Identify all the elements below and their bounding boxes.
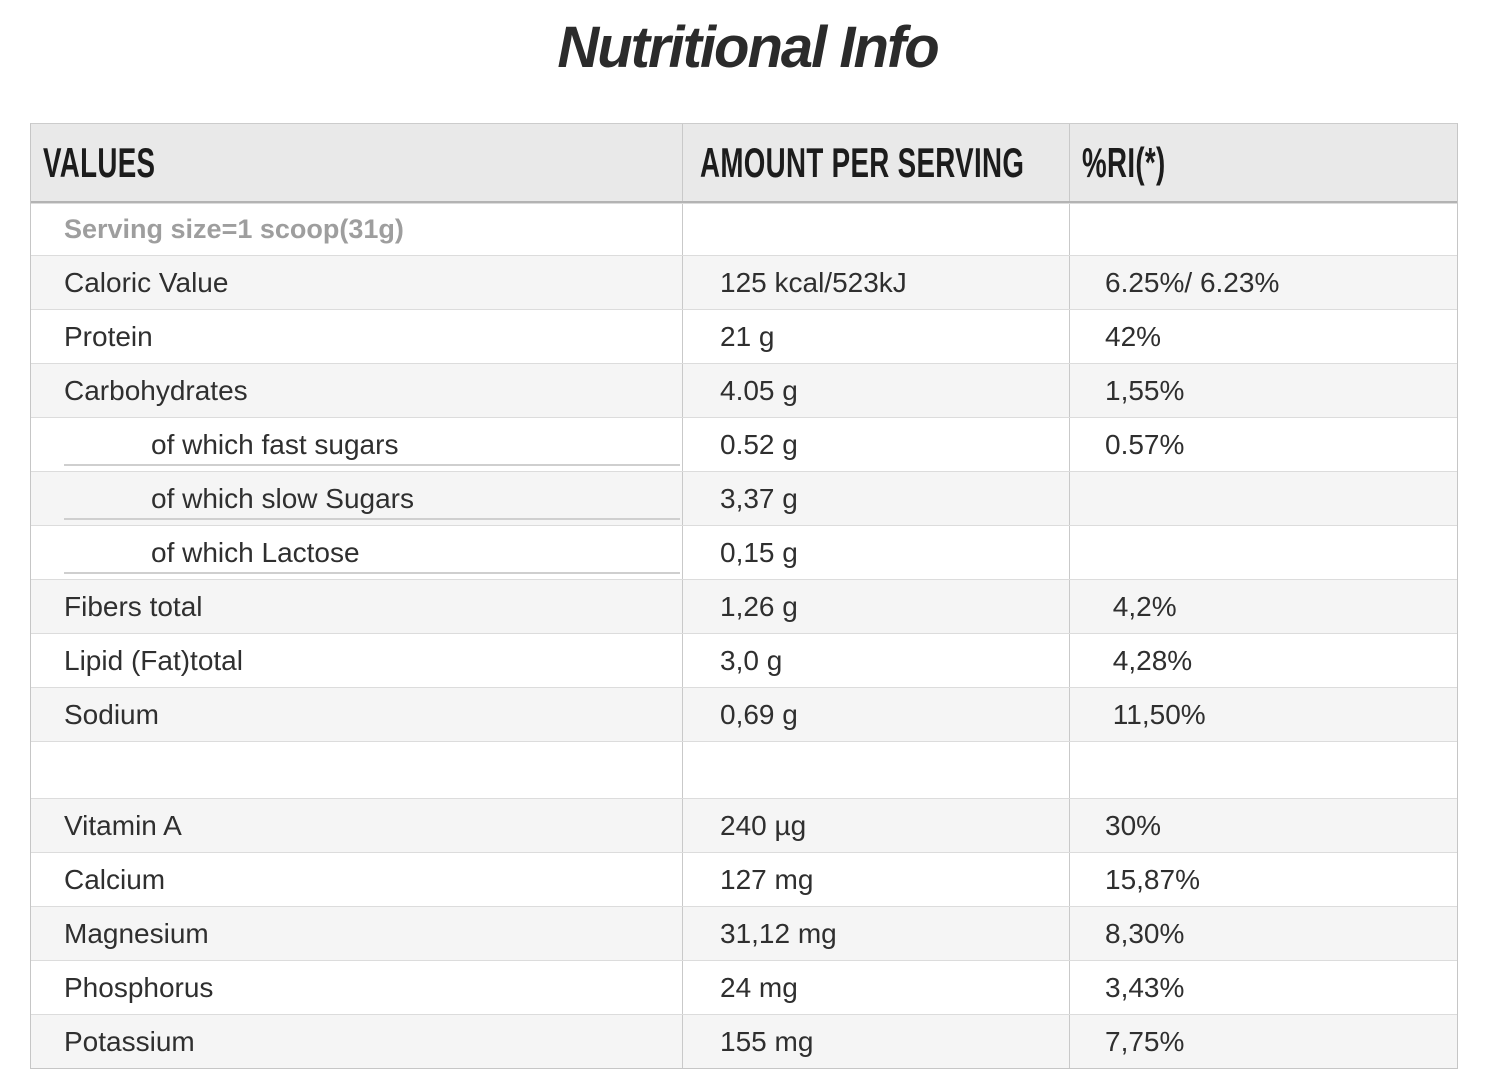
table-row-slow-sugars: of which slow Sugars 3,37 g bbox=[31, 471, 1457, 525]
nutrient-name-cell: Phosphorus bbox=[31, 961, 683, 1014]
ri-cell: 6.25%/ 6.23% bbox=[1105, 266, 1280, 298]
empty-cell bbox=[1070, 204, 1457, 255]
nutrient-name-cell: Potassium bbox=[31, 1015, 683, 1068]
serving-size-row: Serving size=1 scoop(31g) bbox=[31, 203, 1457, 255]
nutrient-name-cell: Lipid (Fat)total bbox=[31, 634, 683, 687]
header-cell-amount: AMOUNT PER SERVING bbox=[683, 124, 1070, 201]
table-row-caloric-value: Caloric Value 125 kcal/523kJ 6.25%/ 6.23… bbox=[31, 255, 1457, 309]
empty-cell bbox=[683, 204, 1070, 255]
nutrient-name-cell: Protein bbox=[31, 310, 683, 363]
amount-cell: 3,37 g bbox=[683, 472, 1070, 525]
header-cell-values: VALUES bbox=[31, 124, 683, 201]
nutrient-name-cell: Caloric Value bbox=[31, 256, 683, 309]
ri-cell: 4,28% bbox=[1105, 644, 1193, 676]
serving-size-note: Serving size=1 scoop(31g) bbox=[31, 204, 683, 255]
table-row-lipid-total: Lipid (Fat)total 3,0 g 4,28% bbox=[31, 633, 1457, 687]
table-row-vitamin-a: Vitamin A 240 µg 30% bbox=[31, 798, 1457, 852]
amount-cell: 155 mg bbox=[683, 1015, 1070, 1068]
nutrient-name-cell: Calcium bbox=[31, 853, 683, 906]
table-row-lactose: of which Lactose 0,15 g bbox=[31, 525, 1457, 579]
empty-cell bbox=[683, 742, 1070, 798]
ri-cell: 11,50% bbox=[1105, 698, 1206, 730]
nutrient-name-cell: Fibers total bbox=[31, 580, 683, 633]
ri-cell: 8,30% bbox=[1105, 917, 1185, 949]
page-title: Nutritional Info bbox=[557, 15, 939, 80]
ri-cell: 15,87% bbox=[1105, 863, 1200, 895]
nutrient-name-cell: of which Lactose bbox=[31, 526, 683, 579]
table-row-potassium: Potassium 155 mg 7,75% bbox=[31, 1014, 1457, 1068]
amount-cell: 3,0 g bbox=[683, 634, 1070, 687]
amount-cell: 240 µg bbox=[683, 799, 1070, 852]
nutrition-table: VALUES AMOUNT PER SERVING %RI(*) Serving… bbox=[30, 123, 1458, 1069]
table-row-magnesium: Magnesium 31,12 mg 8,30% bbox=[31, 906, 1457, 960]
table-row-protein: Protein 21 g 42% bbox=[31, 309, 1457, 363]
header-ri-label: %RI(*) bbox=[1082, 138, 1166, 186]
table-row-fibers-total: Fibers total 1,26 g 4,2% bbox=[31, 579, 1457, 633]
amount-cell: 0.52 g bbox=[683, 418, 1070, 471]
table-row-calcium: Calcium 127 mg 15,87% bbox=[31, 852, 1457, 906]
amount-cell: 31,12 mg bbox=[683, 907, 1070, 960]
amount-cell: 21 g bbox=[683, 310, 1070, 363]
ri-cell: 0.57% bbox=[1105, 428, 1185, 460]
empty-cell bbox=[31, 742, 683, 798]
ri-cell: 7,75% bbox=[1105, 1025, 1185, 1057]
nutrient-name-cell: of which fast sugars bbox=[31, 418, 683, 471]
nutrient-name-cell: Magnesium bbox=[31, 907, 683, 960]
header-cell-ri: %RI(*) bbox=[1070, 124, 1457, 201]
ri-cell: 42% bbox=[1105, 320, 1162, 352]
header-values-label: VALUES bbox=[43, 138, 156, 186]
nutrient-name-cell: of which slow Sugars bbox=[31, 472, 683, 525]
table-header-row: VALUES AMOUNT PER SERVING %RI(*) bbox=[31, 124, 1457, 203]
ri-cell bbox=[1070, 526, 1457, 579]
ri-cell: 30% bbox=[1105, 809, 1162, 841]
nutrient-name-cell: Carbohydrates bbox=[31, 364, 683, 417]
nutrient-name-cell: Sodium bbox=[31, 688, 683, 741]
amount-cell: 0,69 g bbox=[683, 688, 1070, 741]
table-row-sodium: Sodium 0,69 g 11,50% bbox=[31, 687, 1457, 741]
header-amount-label: AMOUNT PER SERVING bbox=[700, 138, 1025, 186]
amount-cell: 4.05 g bbox=[683, 364, 1070, 417]
amount-cell: 127 mg bbox=[683, 853, 1070, 906]
amount-cell: 24 mg bbox=[683, 961, 1070, 1014]
amount-cell: 125 kcal/523kJ bbox=[683, 256, 1070, 309]
ri-cell: 4,2% bbox=[1105, 590, 1177, 622]
table-row-carbohydrates: Carbohydrates 4.05 g 1,55% bbox=[31, 363, 1457, 417]
ri-cell: 1,55% bbox=[1105, 374, 1185, 406]
empty-cell bbox=[1070, 742, 1457, 798]
ri-cell: 3,43% bbox=[1105, 971, 1185, 1003]
amount-cell: 1,26 g bbox=[683, 580, 1070, 633]
nutrient-name-cell: Vitamin A bbox=[31, 799, 683, 852]
table-row-phosphorus: Phosphorus 24 mg 3,43% bbox=[31, 960, 1457, 1014]
table-row-fast-sugars: of which fast sugars 0.52 g 0.57% bbox=[31, 417, 1457, 471]
amount-cell: 0,15 g bbox=[683, 526, 1070, 579]
empty-spacer-row bbox=[31, 741, 1457, 798]
ri-cell bbox=[1070, 472, 1457, 525]
